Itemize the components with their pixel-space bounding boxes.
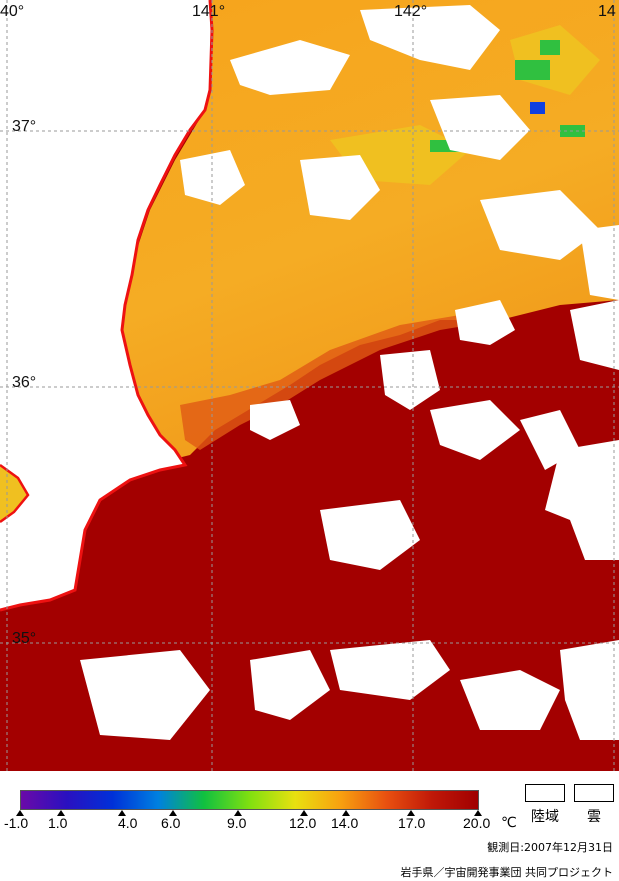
cloud-swatch-label: 雲 [587, 809, 601, 825]
sea-surface-temperature-map [0, 0, 619, 771]
observation-date: 観測日:2007年12月31日 [487, 841, 613, 854]
longitude-label-142: 142° [394, 3, 428, 20]
credit-line: 岩手県／宇宙開発事業団 共同プロジェクト [400, 866, 614, 879]
tick-mark [474, 810, 482, 816]
tick-label: 4.0 [118, 815, 138, 831]
land-swatch [525, 784, 565, 802]
tick-label: 6.0 [161, 815, 181, 831]
left-peninsula [0, 463, 30, 524]
tick-mark [234, 810, 242, 816]
tick-mark [300, 810, 308, 816]
land-swatch-label: 陸域 [531, 809, 559, 825]
latitude-label-36: 36° [12, 374, 37, 391]
latitude-label-35: 35° [12, 630, 37, 647]
coastline [0, 0, 214, 612]
longitude-label-143: 14 [598, 3, 616, 20]
land-region [0, 0, 212, 610]
graticule [0, 0, 619, 771]
longitude-label-140: 40° [0, 3, 25, 20]
tick-label: 12.0 [289, 815, 317, 831]
blue-patch [530, 102, 545, 114]
tick-mark [169, 810, 177, 816]
longitude-label-141: 141° [192, 3, 226, 20]
tick-label: -1.0 [4, 815, 29, 831]
latitude-label-37: 37° [12, 118, 37, 135]
tick-mark [407, 810, 415, 816]
tick-label: 17.0 [398, 815, 426, 831]
cloud-swatch [574, 784, 614, 802]
tick-label: 20.0 [463, 815, 491, 831]
cloud-cover [80, 5, 619, 740]
transition-band [180, 315, 500, 450]
tick-mark [342, 810, 350, 816]
tick-label: 14.0 [331, 815, 359, 831]
temperature-color-scale [20, 790, 479, 810]
tick-mark [16, 810, 24, 816]
tick-label: 9.0 [227, 815, 247, 831]
tick-label: 1.0 [48, 815, 68, 831]
tick-mark [118, 810, 126, 816]
unit-label: ℃ [501, 815, 517, 831]
tick-mark [57, 810, 65, 816]
